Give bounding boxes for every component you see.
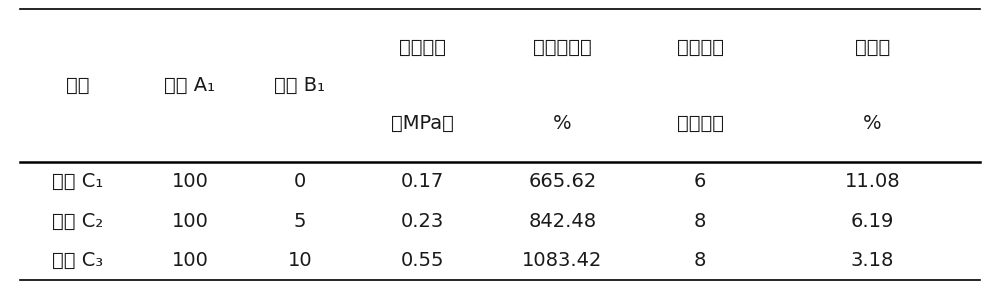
Text: 吸水率: 吸水率 (855, 38, 890, 56)
Text: 0.17: 0.17 (401, 172, 444, 191)
Text: 拉伸强度: 拉伸强度 (399, 38, 446, 56)
Text: 10: 10 (288, 251, 312, 270)
Text: 0.55: 0.55 (401, 251, 444, 270)
Text: 放置稳定: 放置稳定 (676, 38, 724, 56)
Text: 断裂伸长率: 断裂伸长率 (533, 38, 592, 56)
Text: 3.18: 3.18 (851, 251, 894, 270)
Text: %: % (863, 114, 882, 133)
Text: 11.08: 11.08 (845, 172, 900, 191)
Text: 6: 6 (694, 172, 706, 191)
Text: 8: 8 (694, 212, 706, 231)
Text: 0.23: 0.23 (401, 212, 444, 231)
Text: 5: 5 (294, 212, 306, 231)
Text: %: % (553, 114, 572, 133)
Text: 乳液 C₃: 乳液 C₃ (52, 251, 103, 270)
Text: 0: 0 (294, 172, 306, 191)
Text: 乳液 B₁: 乳液 B₁ (274, 76, 326, 95)
Text: 100: 100 (172, 172, 208, 191)
Text: 序号: 序号 (66, 76, 89, 95)
Text: 6.19: 6.19 (851, 212, 894, 231)
Text: （MPa）: （MPa） (391, 114, 454, 133)
Text: 842.48: 842.48 (528, 212, 597, 231)
Text: 100: 100 (172, 212, 208, 231)
Text: 性（月）: 性（月） (676, 114, 724, 133)
Text: 乳液 C₁: 乳液 C₁ (52, 172, 103, 191)
Text: 1083.42: 1083.42 (522, 251, 603, 270)
Text: 乳液 C₂: 乳液 C₂ (52, 212, 103, 231)
Text: 665.62: 665.62 (528, 172, 597, 191)
Text: 乳液 A₁: 乳液 A₁ (164, 76, 216, 95)
Text: 100: 100 (172, 251, 208, 270)
Text: 8: 8 (694, 251, 706, 270)
